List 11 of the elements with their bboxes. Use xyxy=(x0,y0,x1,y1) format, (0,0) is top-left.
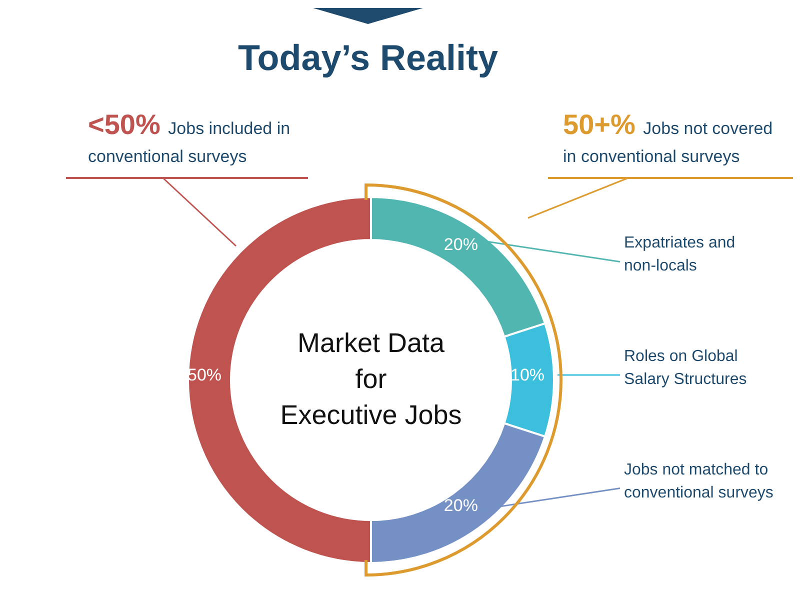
text: <50% Jobs included in conventional surveys xyxy=(88,109,290,166)
data-label: 20% xyxy=(444,234,478,254)
slice-label: Expatriates and non-locals xyxy=(624,234,736,275)
text: Market Data for Executive Jobs xyxy=(280,328,462,430)
text: 50+% Jobs not covered in conventional surveys xyxy=(563,109,773,166)
data-label: 20% xyxy=(444,496,478,516)
slice-label: Roles on Global Salary Structures xyxy=(624,348,747,388)
data-label: 50% xyxy=(187,366,222,384)
slice-label: Jobs not matched to conventional surveys xyxy=(624,461,774,502)
data-label: 10% xyxy=(510,366,545,384)
chart-title: Today’s Reality xyxy=(238,37,498,78)
